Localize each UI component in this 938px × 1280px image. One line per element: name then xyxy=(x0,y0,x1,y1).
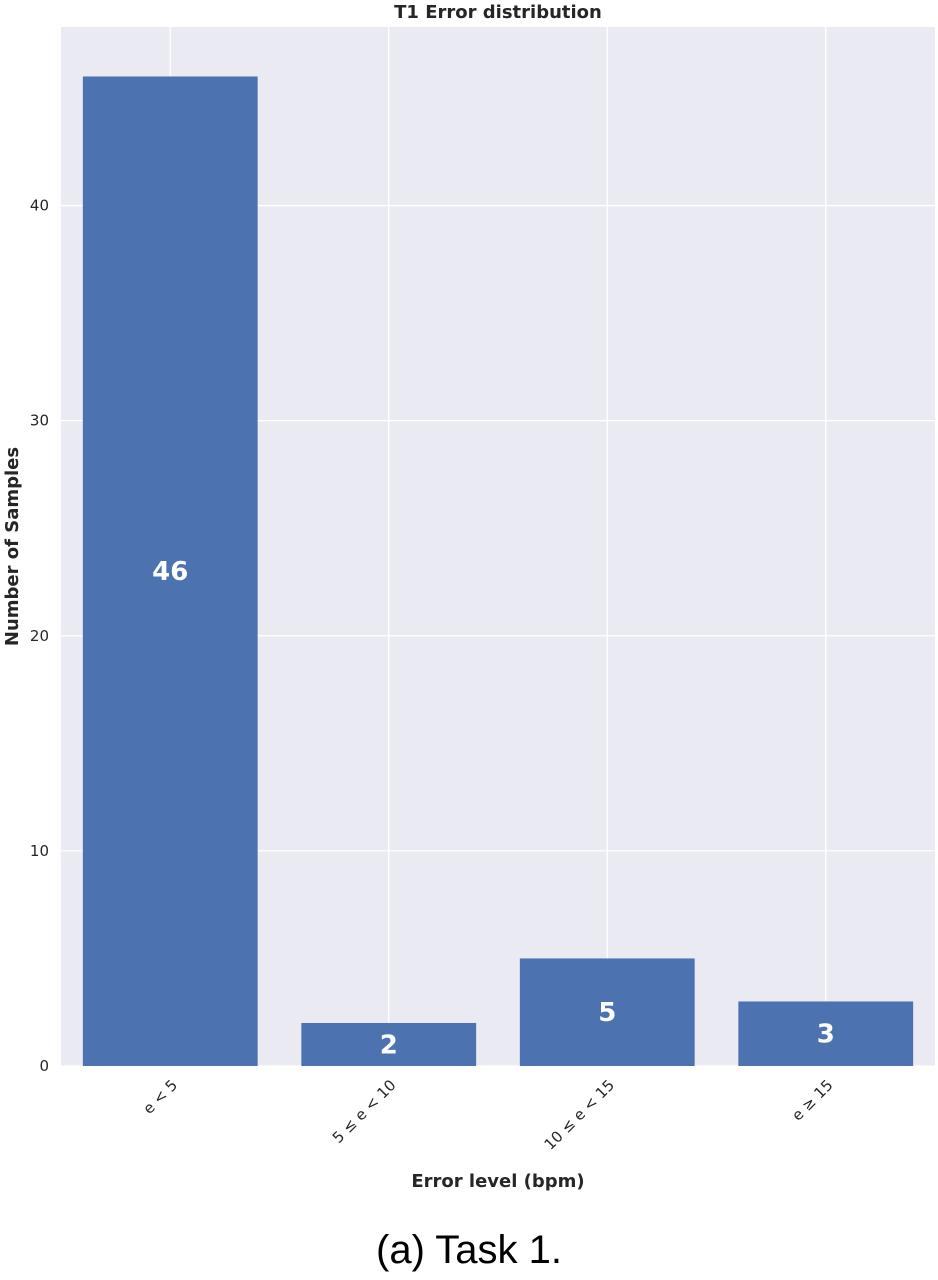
bar-value-labels: 46 2 5 3 xyxy=(152,557,835,1060)
bar xyxy=(301,1022,477,1066)
x-tick-label: e ≥ 15 xyxy=(788,1076,836,1124)
x-tick-label: e < 5 xyxy=(139,1076,181,1118)
bar-value-label: 2 xyxy=(380,1030,398,1060)
bars xyxy=(82,76,914,1066)
figure-caption: (a) Task 1. xyxy=(376,1228,562,1272)
chart-title: T1 Error distribution xyxy=(394,2,602,23)
bar xyxy=(519,958,695,1066)
bar-value-label: 3 xyxy=(817,1020,835,1050)
y-tick-label: 30 xyxy=(30,412,49,430)
x-axis-label: Error level (bpm) xyxy=(411,1171,584,1192)
y-tick-labels: 0 10 20 30 40 xyxy=(30,197,49,1075)
x-tick-label: 5 ≤ e < 10 xyxy=(329,1076,400,1147)
y-axis-label: Number of Samples xyxy=(2,447,23,646)
y-tick-label: 40 xyxy=(30,197,49,215)
bar xyxy=(738,1001,914,1066)
bar-value-label: 5 xyxy=(598,998,616,1028)
bar-value-label: 46 xyxy=(152,557,188,587)
y-tick-label: 10 xyxy=(30,842,49,860)
x-tick-labels: e < 5 5 ≤ e < 10 10 ≤ e < 15 e ≥ 15 xyxy=(139,1076,836,1154)
bar-chart: 46 2 5 3 0 10 20 30 40 e < 5 5 ≤ e < 10 10 ≤ e < … xyxy=(2,2,935,1192)
y-tick-label: 0 xyxy=(39,1057,49,1075)
bar xyxy=(82,76,258,1066)
x-tick-label: 10 ≤ e < 15 xyxy=(541,1076,619,1154)
y-tick-label: 20 xyxy=(30,627,49,645)
